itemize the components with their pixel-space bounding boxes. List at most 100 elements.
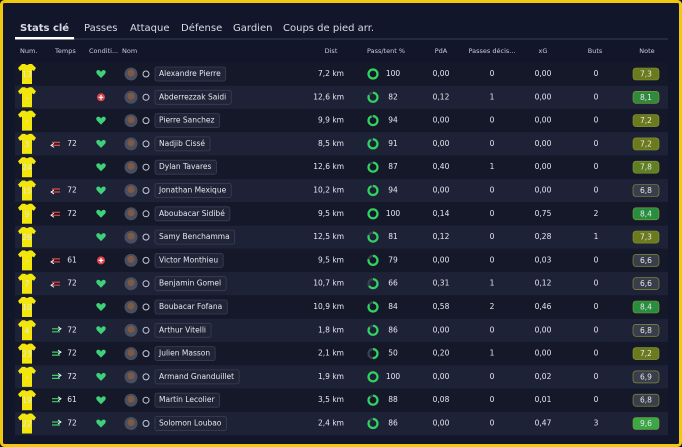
name-pill[interactable] [154, 136, 211, 152]
player-name[interactable]: Boubacar Fofana [159, 302, 222, 311]
condition-heart [96, 303, 106, 311]
player-name[interactable]: Nadjib Cissé [159, 139, 205, 148]
rating: 7,2 [640, 139, 652, 148]
pass-ring [367, 394, 379, 406]
pda: 0,20 [433, 349, 450, 358]
condition-heart [96, 116, 106, 125]
name-pill[interactable] [154, 183, 232, 198]
goals: 0 [594, 302, 599, 311]
role-icon [142, 140, 150, 148]
rating: 8,1 [640, 93, 652, 102]
rating: 8,4 [640, 209, 652, 218]
name-pill[interactable] [154, 252, 224, 268]
condition-heart [96, 419, 106, 428]
player-name[interactable]: Solomon Loubao [159, 419, 222, 428]
rating-badge [632, 160, 660, 174]
goals: 0 [594, 162, 599, 171]
condition-heart [96, 326, 106, 335]
tab[interactable]: Défense [181, 22, 222, 34]
name-pill[interactable] [154, 66, 227, 82]
xg: 0,12 [535, 279, 552, 288]
tab[interactable]: Stats clé [20, 22, 69, 34]
tab[interactable]: Coups de pied arr. [283, 23, 374, 34]
role-icon [142, 373, 150, 381]
player-name[interactable]: Benjamin Gomel [159, 279, 221, 288]
key-passes: 0 [490, 419, 495, 428]
column-header[interactable]: Dist [325, 47, 338, 55]
shirt-icon [18, 273, 36, 294]
pass-percent: 88 [388, 395, 398, 404]
condition-heart [96, 139, 106, 148]
player-name[interactable]: Martin Lecolier [159, 395, 215, 404]
pass-percent: 86 [388, 325, 398, 334]
column-header[interactable]: Buts [588, 47, 603, 55]
player-name[interactable]: Armand Gnanduillet [159, 372, 234, 381]
distance: 8,5 km [318, 139, 344, 148]
player-name[interactable]: Jonathan Mexique [158, 186, 227, 195]
column-header[interactable]: Nom [122, 47, 137, 55]
player-name[interactable]: Samy Benchamma [159, 232, 230, 241]
name-pill[interactable] [154, 159, 217, 175]
player-name[interactable]: Abderrezzak Saidi [159, 92, 226, 101]
shirt-icon [18, 180, 36, 201]
player-name[interactable]: Dylan Tavares [159, 162, 212, 171]
sub-arrow-head [50, 189, 55, 195]
shirt-number: - [26, 256, 29, 265]
name-pill[interactable] [154, 322, 212, 338]
rating: 7,2 [640, 116, 652, 125]
distance: 3,5 km [318, 395, 344, 404]
distance: 10,9 km [313, 302, 344, 311]
tab[interactable]: Attaque [130, 23, 169, 34]
player-name[interactable]: Julien Masson [158, 349, 210, 358]
sub-arrow [52, 351, 60, 356]
condition-heart [96, 279, 106, 288]
avatar-face [127, 162, 135, 170]
xg: 0,00 [535, 325, 552, 334]
column-header[interactable]: Passes décis... [469, 47, 516, 55]
column-header[interactable]: Temps [54, 47, 76, 55]
sub-minute: 72 [67, 279, 77, 288]
player-name[interactable]: Alexandre Pierre [159, 69, 221, 78]
player-name[interactable]: Victor Monthieu [159, 255, 218, 264]
column-header[interactable]: Num. [20, 47, 37, 55]
name-pill[interactable] [154, 276, 227, 292]
player-name[interactable]: Pierre Sanchez [159, 116, 215, 125]
sub-arrow-head [50, 259, 55, 265]
column-header[interactable]: Note [639, 47, 654, 55]
rating-badge [632, 370, 660, 384]
name-pill[interactable] [154, 206, 231, 222]
name-pill[interactable] [154, 392, 220, 408]
condition-cross [98, 95, 104, 100]
rating: 7,3 [640, 233, 652, 242]
xg: 0,00 [535, 69, 552, 78]
tab[interactable]: Passes [84, 23, 118, 34]
shirt-number: 7 [25, 280, 30, 289]
player-name[interactable]: Arthur Vitelli [159, 325, 206, 334]
name-pill[interactable] [154, 369, 240, 385]
name-pill[interactable] [154, 229, 236, 245]
pass-percent: 66 [388, 279, 398, 288]
name-pill[interactable] [154, 89, 232, 105]
column-header[interactable]: xG [539, 47, 548, 55]
xg: 0,00 [535, 139, 552, 148]
avatar-face [127, 325, 135, 333]
pda: 0,00 [433, 139, 450, 148]
pass-ring [367, 301, 379, 313]
name-pill[interactable] [154, 416, 227, 431]
shirt-number: 22 [22, 420, 32, 429]
column-header[interactable]: Conditi... [89, 47, 118, 55]
name-pill[interactable] [154, 113, 220, 128]
name-pill[interactable] [154, 346, 216, 362]
rating: 6,6 [640, 256, 652, 265]
goals: 0 [594, 186, 599, 195]
column-header[interactable]: Pass/tent % [367, 47, 405, 55]
sub-arrow [52, 398, 60, 403]
column-header[interactable]: PdA [435, 47, 448, 55]
player-name[interactable]: Aboubacar Sidibé [159, 209, 225, 218]
pda: 0,12 [433, 232, 450, 241]
tab[interactable]: Gardien [233, 23, 272, 34]
shirt-icon [18, 297, 36, 317]
distance: 1,8 km [318, 325, 344, 334]
sub-minute: 72 [67, 209, 77, 218]
name-pill[interactable] [154, 299, 228, 315]
